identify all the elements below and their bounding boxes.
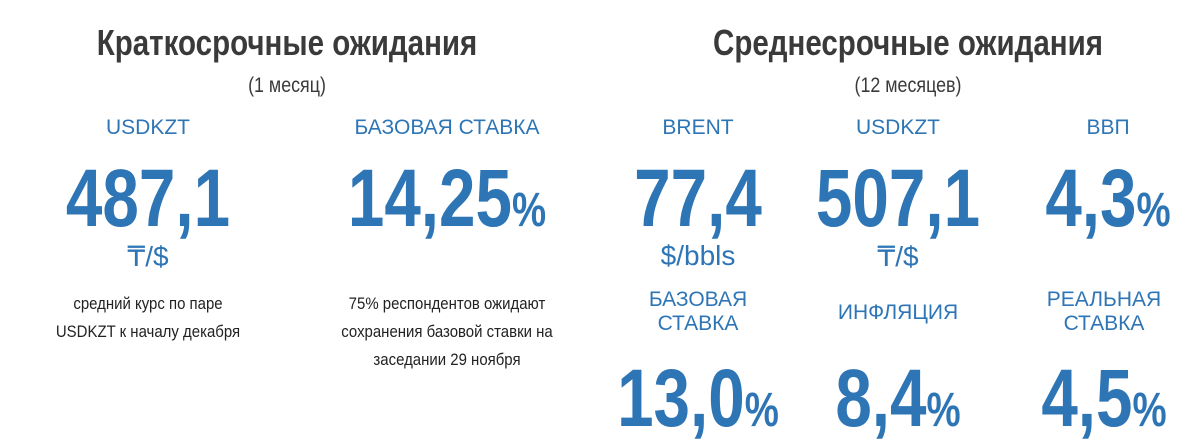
value-suffix: % (926, 384, 961, 437)
indicator-label: BRENT (662, 116, 734, 139)
note-line: USDKZT к началу декабря (55, 322, 241, 341)
value-number: 77,4 (634, 153, 762, 244)
value-unit: $/bbls (660, 240, 736, 271)
indicator-label: USDKZT (106, 116, 190, 139)
note-line: заседании 29 ноября (373, 350, 521, 369)
note-line: 75% респондентов ожидают (348, 294, 546, 313)
section-subtitle: (1 месяц) (248, 74, 326, 97)
value-suffix: % (1132, 384, 1167, 437)
indicator-value: 507,1 (754, 158, 1042, 240)
value-number: 13,0 (617, 353, 745, 444)
indicator-value: 14,25% (303, 158, 591, 240)
indicator-note: 75% респондентов ожидают сохранения базов… (315, 290, 579, 374)
indicator-value: 4,3% (964, 158, 1200, 240)
value-number: 14,25 (347, 153, 512, 244)
value-suffix: % (744, 384, 779, 437)
value-number: 4,5 (1041, 353, 1133, 444)
indicator-label: РЕАЛЬНАЯ СТАВКА (1046, 288, 1162, 335)
indicator-label: ВВП (1086, 116, 1130, 139)
section-title: Краткосрочные ожидания (96, 22, 478, 63)
indicator-value: 8,4% (754, 358, 1042, 440)
value-number: 487,1 (65, 153, 231, 244)
section-title: Среднесрочные ожидания (713, 22, 1103, 63)
indicator-label: USDKZT (856, 116, 940, 139)
note-line: средний курс по паре (73, 294, 223, 313)
value-unit: ₸/$ (877, 241, 919, 272)
indicator-value: 77,4 (554, 158, 842, 240)
indicator-value: 4,5% (960, 358, 1200, 440)
value-number: 8,4 (835, 353, 927, 444)
value-number: 507,1 (815, 153, 981, 244)
indicator-label: БАЗОВАЯ СТАВКА (648, 288, 748, 335)
value-suffix: % (512, 184, 547, 237)
indicator-value: 13,0% (554, 358, 842, 440)
value-number: 4,3 (1045, 153, 1137, 244)
note-line: сохранения базовой ставки на (341, 322, 553, 341)
value-unit: ₸/$ (127, 241, 169, 272)
indicator-note: средний курс по паре USDKZT к началу дека… (16, 290, 280, 346)
indicator-value: 487,1 (4, 158, 292, 240)
section-subtitle: (12 месяцев) (854, 74, 962, 97)
indicator-label: БАЗОВАЯ СТАВКА (354, 116, 540, 139)
value-suffix: % (1136, 184, 1171, 237)
indicator-label: ИНФЛЯЦИЯ (837, 301, 959, 324)
